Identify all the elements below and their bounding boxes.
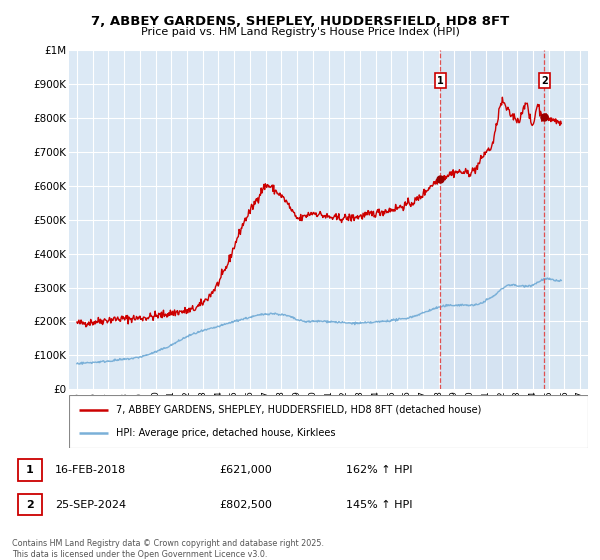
Text: 145% ↑ HPI: 145% ↑ HPI [346,500,413,510]
Text: 25-SEP-2024: 25-SEP-2024 [55,500,127,510]
Text: 7, ABBEY GARDENS, SHEPLEY, HUDDERSFIELD, HD8 8FT (detached house): 7, ABBEY GARDENS, SHEPLEY, HUDDERSFIELD,… [116,405,481,415]
Text: £621,000: £621,000 [220,465,272,475]
Bar [18,494,42,515]
Text: 7, ABBEY GARDENS, SHEPLEY, HUDDERSFIELD, HD8 8FT: 7, ABBEY GARDENS, SHEPLEY, HUDDERSFIELD,… [91,15,509,27]
Bar [18,459,42,480]
Text: 2: 2 [26,500,34,510]
Text: 16-FEB-2018: 16-FEB-2018 [55,465,127,475]
Text: £802,500: £802,500 [220,500,272,510]
Bar [440,50,544,389]
Text: 1: 1 [437,76,444,86]
Bar [544,50,588,389]
Text: Contains HM Land Registry data © Crown copyright and database right 2025.
This d: Contains HM Land Registry data © Crown c… [12,539,324,559]
Text: Price paid vs. HM Land Registry's House Price Index (HPI): Price paid vs. HM Land Registry's House … [140,27,460,37]
Text: 2: 2 [541,76,548,86]
Text: 1: 1 [26,465,34,475]
Text: HPI: Average price, detached house, Kirklees: HPI: Average price, detached house, Kirk… [116,428,335,438]
Text: 162% ↑ HPI: 162% ↑ HPI [346,465,413,475]
